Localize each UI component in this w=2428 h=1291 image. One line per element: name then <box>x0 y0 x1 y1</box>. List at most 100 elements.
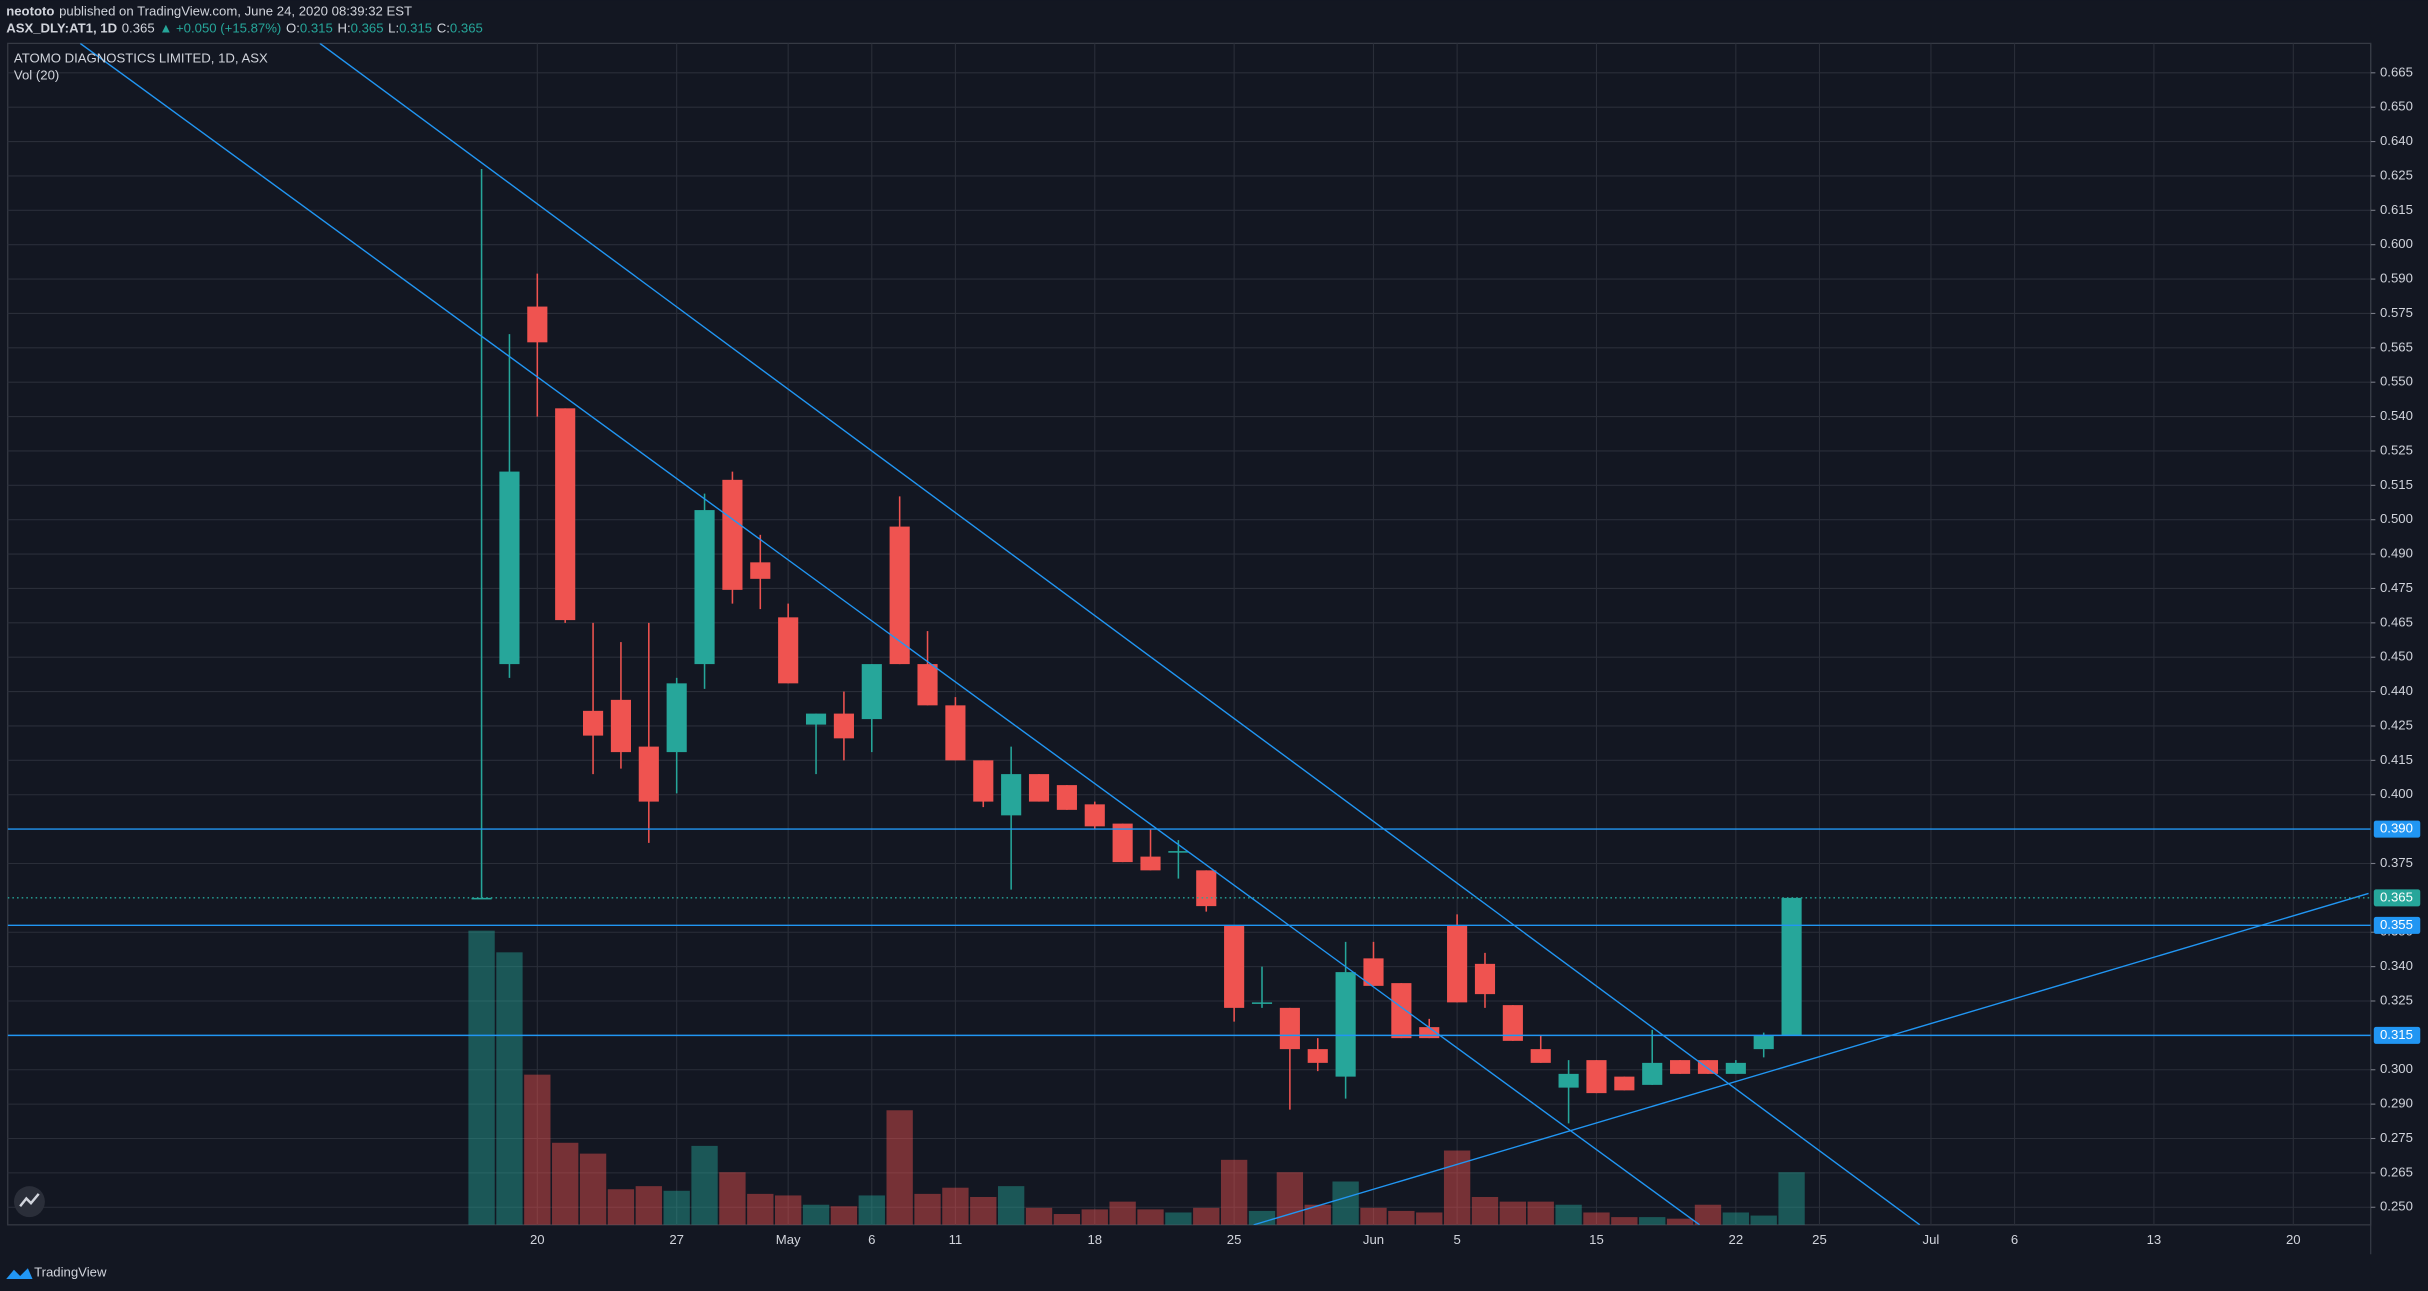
y-tick-label: 0.425 <box>2380 717 2413 732</box>
volume-bar <box>1360 1207 1387 1225</box>
trendline <box>1253 892 2369 1225</box>
candle-body <box>638 746 659 802</box>
y-tick-label: 0.375 <box>2380 855 2413 870</box>
candle-body <box>694 510 715 665</box>
y-tick-label: 0.490 <box>2380 546 2413 561</box>
candle-body <box>1419 1027 1440 1039</box>
user: neototo <box>6 4 54 19</box>
candle-body <box>471 897 492 900</box>
publish-line: neototo published on TradingView.com, Jun… <box>6 4 412 19</box>
candle-body <box>1530 1049 1551 1063</box>
price-badge-label: 0.390 <box>2380 821 2413 836</box>
volume-bar <box>1778 1172 1805 1225</box>
footer-brand: TradingView <box>34 1264 107 1279</box>
y-tick-label: 0.500 <box>2380 511 2413 526</box>
y-tick-label: 0.275 <box>2380 1130 2413 1145</box>
volume-bar <box>691 1145 718 1225</box>
candle-body <box>499 471 520 665</box>
candle-body <box>1028 774 1050 802</box>
price-badge-label: 0.365 <box>2380 889 2413 904</box>
x-tick-label: 20 <box>530 1232 545 1247</box>
x-tick-label: Jul <box>1923 1232 1940 1247</box>
candle-body <box>1001 774 1022 816</box>
volume-bar <box>1165 1212 1192 1225</box>
x-tick-label: 25 <box>1812 1232 1827 1247</box>
volume-bar <box>579 1153 607 1225</box>
x-tick-label: Jun <box>1363 1232 1384 1247</box>
candle-body <box>1251 1002 1273 1004</box>
candle-body <box>1140 856 1161 871</box>
symbol: ASX_DLY:AT1, 1D <box>6 21 117 36</box>
y-tick-label: 0.450 <box>2380 649 2413 664</box>
y-tick-label: 0.540 <box>2380 408 2413 423</box>
x-tick-label: 13 <box>2147 1232 2162 1247</box>
x-tick-label: 18 <box>1087 1232 1102 1247</box>
volume-bar <box>1639 1217 1666 1225</box>
volume-bar <box>830 1206 858 1225</box>
y-tick-label: 0.265 <box>2380 1164 2413 1179</box>
price-badge <box>2373 820 2421 838</box>
price-badge-label: 0.315 <box>2380 1027 2413 1042</box>
x-tick-label: 15 <box>1589 1232 1604 1247</box>
volume-bar <box>942 1187 969 1225</box>
candle-body <box>1474 963 1496 995</box>
volume-bar <box>1220 1159 1248 1225</box>
y-tick-label: 0.400 <box>2380 786 2413 801</box>
candle-body <box>582 710 604 736</box>
y-tick-label: 0.300 <box>2380 1061 2413 1076</box>
candle-body <box>1307 1049 1328 1063</box>
volume-bar <box>524 1074 551 1225</box>
candle-body <box>1586 1060 1607 1094</box>
candle-body <box>1084 804 1105 827</box>
candle-body <box>1224 925 1245 1008</box>
axes: 0.665 0.650 0.640 0.625 0.615 0.600 0.590 0.575… <box>530 64 2421 1247</box>
x-tick-label: 20 <box>2286 1232 2301 1247</box>
candle-body <box>973 760 994 802</box>
h-value: 0.365 <box>351 21 384 36</box>
volume-bar <box>1611 1217 1638 1225</box>
plot <box>7 43 2371 1225</box>
volume-bar <box>1722 1212 1749 1225</box>
volume-bar <box>1750 1215 1777 1225</box>
volume-bar <box>1081 1209 1108 1225</box>
x-tick-label: 27 <box>669 1232 684 1247</box>
volume-bar <box>1694 1204 1722 1225</box>
price-badge <box>2373 889 2421 907</box>
y-tick-label: 0.575 <box>2380 305 2413 320</box>
grid <box>7 43 2371 1225</box>
y-tick-label: 0.615 <box>2380 202 2413 217</box>
y-tick-label: 0.590 <box>2380 271 2413 286</box>
x-tick-label: 11 <box>949 1232 963 1247</box>
c-value: 0.365 <box>450 21 483 36</box>
candle-body <box>1168 851 1189 853</box>
change: ▲ +0.050 (+15.87%) <box>159 21 281 36</box>
candle-body <box>1447 925 1468 1003</box>
candle-body <box>527 306 548 343</box>
volume-bar <box>1555 1204 1582 1225</box>
candle-body <box>945 705 966 761</box>
candle-body <box>1196 870 1217 907</box>
candle-body <box>1056 785 1077 810</box>
y-tick-label: 0.625 <box>2380 167 2413 182</box>
volume-bar <box>997 1186 1025 1225</box>
footer-logo <box>6 1268 33 1280</box>
y-tick-label: 0.465 <box>2380 614 2413 629</box>
x-tick-label: 6 <box>868 1232 875 1247</box>
c-label: C: <box>437 21 450 36</box>
candle-body <box>1614 1076 1635 1091</box>
volume-bar <box>1527 1201 1554 1225</box>
o-label: O: <box>286 21 300 36</box>
y-tick-label: 0.565 <box>2380 339 2413 354</box>
y-tick-label: 0.340 <box>2380 958 2413 973</box>
volume-bar <box>1499 1201 1527 1225</box>
volume-bar <box>607 1189 635 1225</box>
y-tick-label: 0.250 <box>2380 1199 2413 1214</box>
candle-body <box>1558 1073 1579 1088</box>
candle-body <box>610 699 632 753</box>
y-tick-label: 0.600 <box>2380 236 2413 251</box>
l-value: 0.315 <box>399 21 432 36</box>
volume-bar <box>1193 1207 1220 1225</box>
volume-bar <box>1109 1201 1136 1225</box>
